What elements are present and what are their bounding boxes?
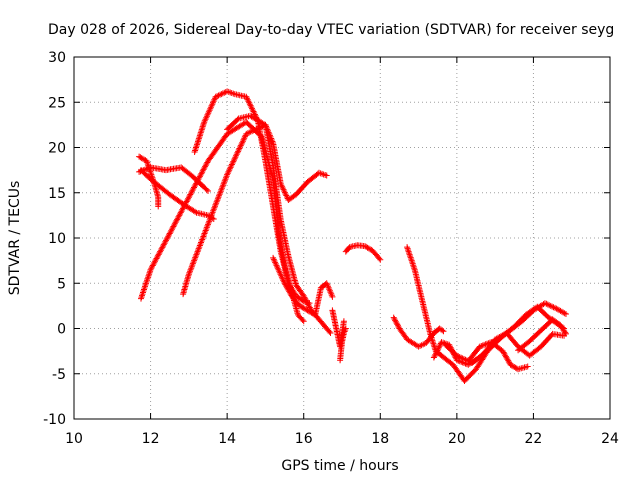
x-tick-label: 10 [65, 431, 83, 447]
series-trace-b [136, 164, 211, 194]
series-trace-f [191, 88, 313, 307]
data-point-markers [138, 167, 217, 222]
x-axis-title: GPS time / hours [281, 458, 398, 474]
y-tick-label: 10 [48, 231, 66, 247]
data-point-markers [390, 314, 447, 350]
y-axis-title: SDTVAR / TECUs [7, 181, 23, 296]
data-point-markers [270, 254, 336, 318]
data-point-markers [337, 325, 349, 364]
series-trace-e [180, 121, 330, 298]
data-point-markers [515, 316, 569, 354]
y-tick-label: 30 [48, 50, 66, 66]
series-trace-l [390, 314, 447, 350]
x-tick-label: 22 [525, 431, 543, 447]
y-tick-label: 0 [57, 322, 66, 338]
data-point-markers [342, 242, 384, 263]
data-point-markers [180, 121, 330, 298]
series-trace-q [515, 316, 569, 354]
data-point-markers [191, 88, 313, 307]
y-tick-label: -10 [43, 412, 66, 428]
grid [74, 57, 610, 419]
y-tick-label: 25 [48, 95, 66, 111]
plot-series [136, 88, 569, 384]
series-trace-h [270, 254, 336, 318]
x-tick-label: 18 [371, 431, 389, 447]
chart-title: Day 028 of 2026, Sidereal Day-to-day VTE… [48, 22, 614, 38]
x-tick-label: 24 [601, 431, 619, 447]
x-tick-label: 12 [142, 431, 160, 447]
x-tick-label: 20 [448, 431, 466, 447]
axes: 10 12 14 16 18 20 22 24 -10 -5 0 5 10 15 20 25 30 [43, 50, 619, 447]
series-line [182, 123, 327, 295]
data-point-markers [136, 164, 211, 194]
series-trace-k [342, 242, 384, 263]
y-tick-label: 20 [48, 141, 66, 157]
x-tick-label: 14 [218, 431, 236, 447]
y-tick-label: -5 [52, 367, 66, 383]
x-tick-label: 16 [295, 431, 313, 447]
y-tick-label: 5 [57, 276, 66, 292]
series-trace-j [337, 325, 349, 364]
y-tick-label: 15 [48, 186, 66, 202]
